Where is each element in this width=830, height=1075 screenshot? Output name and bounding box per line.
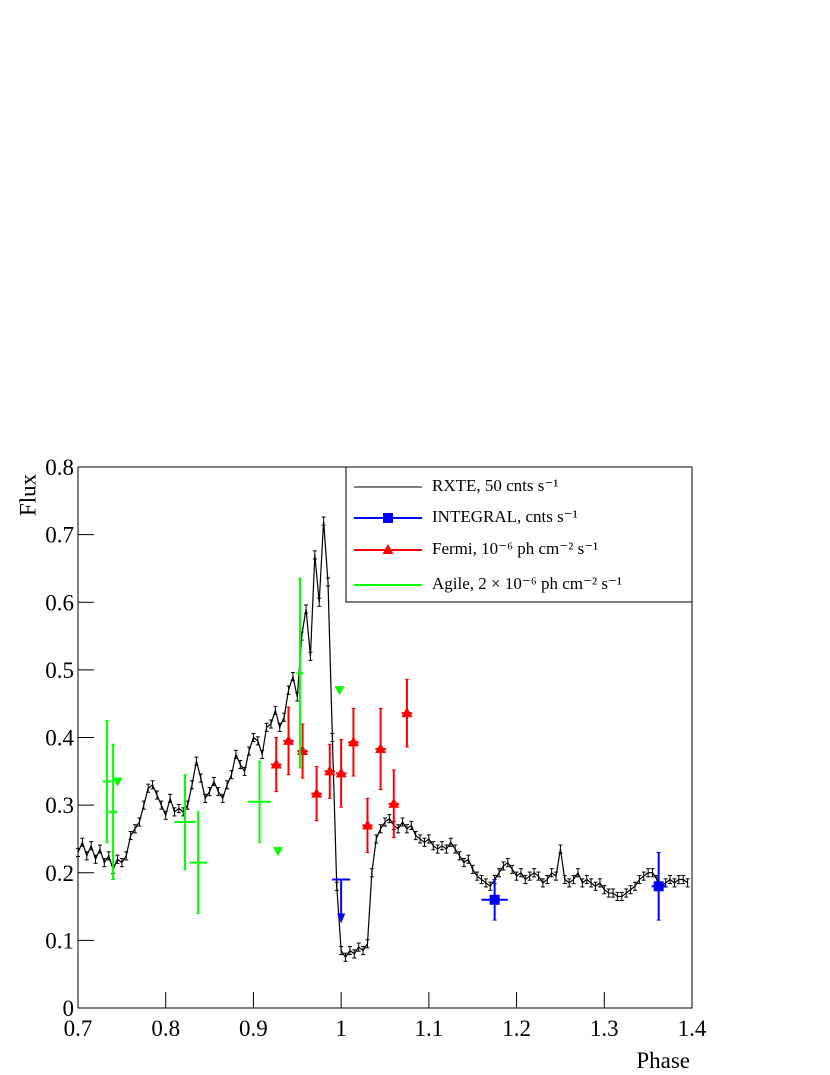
marker (489, 894, 500, 905)
y-tick-label: 0.7 (45, 523, 74, 548)
x-tick-label: 1 (335, 1016, 347, 1041)
x-tick-label: 1.2 (502, 1016, 531, 1041)
marker (347, 736, 359, 747)
y-tick-label: 0.8 (45, 455, 74, 480)
legend-box (345, 466, 693, 603)
marker (653, 881, 664, 892)
marker (324, 765, 336, 776)
upper-limit (272, 847, 283, 857)
upper-limit (112, 777, 123, 787)
y-tick-label: 0.4 (45, 726, 74, 751)
y-tick-label: 0.2 (45, 861, 74, 886)
marker (388, 797, 400, 808)
y-tick-label: 0.3 (45, 793, 74, 818)
marker (335, 767, 347, 778)
marker (401, 707, 413, 718)
x-tick-label: 0.8 (151, 1016, 180, 1041)
marker (270, 758, 282, 769)
upper-limit (334, 686, 345, 696)
legend-marker (383, 513, 393, 523)
y-tick-label: 0 (63, 996, 75, 1021)
marker (283, 734, 295, 745)
y-tick-label: 0.1 (45, 928, 74, 953)
x-tick-label: 1.1 (414, 1016, 443, 1041)
legend-label: INTEGRAL, cnts s⁻¹ (432, 507, 578, 526)
series-line (77, 521, 688, 959)
marker (311, 787, 323, 798)
x-tick-label: 1.3 (590, 1016, 619, 1041)
x-tick-label: 0.9 (239, 1016, 268, 1041)
x-tick-label: 1.4 (678, 1016, 707, 1041)
x-tick-label: 0.7 (64, 1016, 93, 1041)
marker (361, 819, 373, 830)
y-tick-label: 0.5 (45, 658, 74, 683)
legend-label: Agile, 2 × 10⁻⁶ ph cm⁻² s⁻¹ (432, 574, 622, 593)
marker (375, 742, 387, 753)
y-axis-title: Flux (15, 473, 40, 516)
legend-label: Fermi, 10⁻⁶ ph cm⁻² s⁻¹ (432, 539, 598, 558)
x-axis-title: Phase (636, 1048, 690, 1073)
y-tick-label: 0.6 (45, 590, 74, 615)
upper-limit-arrow (337, 913, 346, 924)
legend-marker (382, 544, 394, 554)
legend-label: RXTE, 50 cnts s⁻¹ (432, 476, 558, 495)
